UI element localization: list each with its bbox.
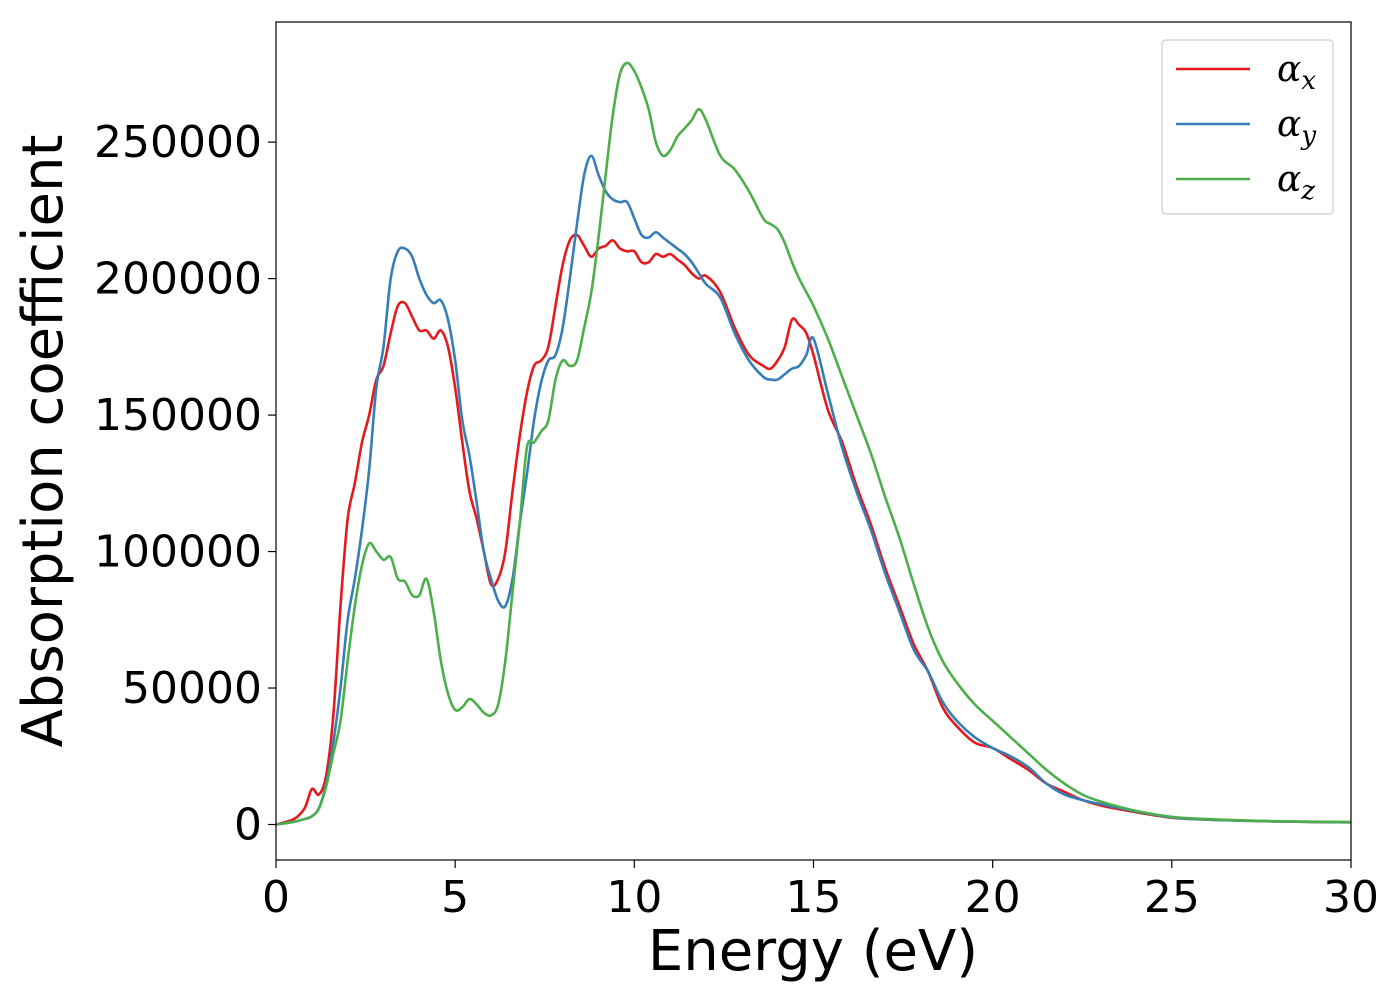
y-tick-label: 100000	[94, 527, 262, 578]
y-tick-label: 250000	[94, 117, 262, 168]
x-tick-label: 20	[965, 872, 1021, 923]
y-tick-label: 50000	[122, 663, 262, 714]
y-tick-label: 150000	[94, 390, 262, 441]
x-tick-label: 5	[441, 872, 469, 923]
legend-box	[1161, 39, 1334, 215]
series-line-alpha-z	[275, 61, 1352, 826]
x-tick-label: 10	[606, 872, 662, 923]
y-tick-label: 0	[234, 800, 262, 851]
y-axis-label: Absorption coefficient	[11, 135, 76, 748]
x-axis-label: Energy (eV)	[648, 919, 978, 984]
x-tick-label: 0	[262, 872, 290, 923]
series-layer	[275, 61, 1352, 826]
x-tick-label: 25	[1144, 872, 1200, 923]
x-tick-label: 30	[1323, 872, 1379, 923]
y-tick-label: 200000	[94, 254, 262, 305]
series-line-alpha-y	[275, 154, 1352, 826]
x-axis: 0 5 10 15 20 25 30	[262, 860, 1379, 923]
x-tick-label: 15	[786, 872, 842, 923]
y-axis: 0 50000 100000 150000 200000 250000	[94, 117, 276, 851]
